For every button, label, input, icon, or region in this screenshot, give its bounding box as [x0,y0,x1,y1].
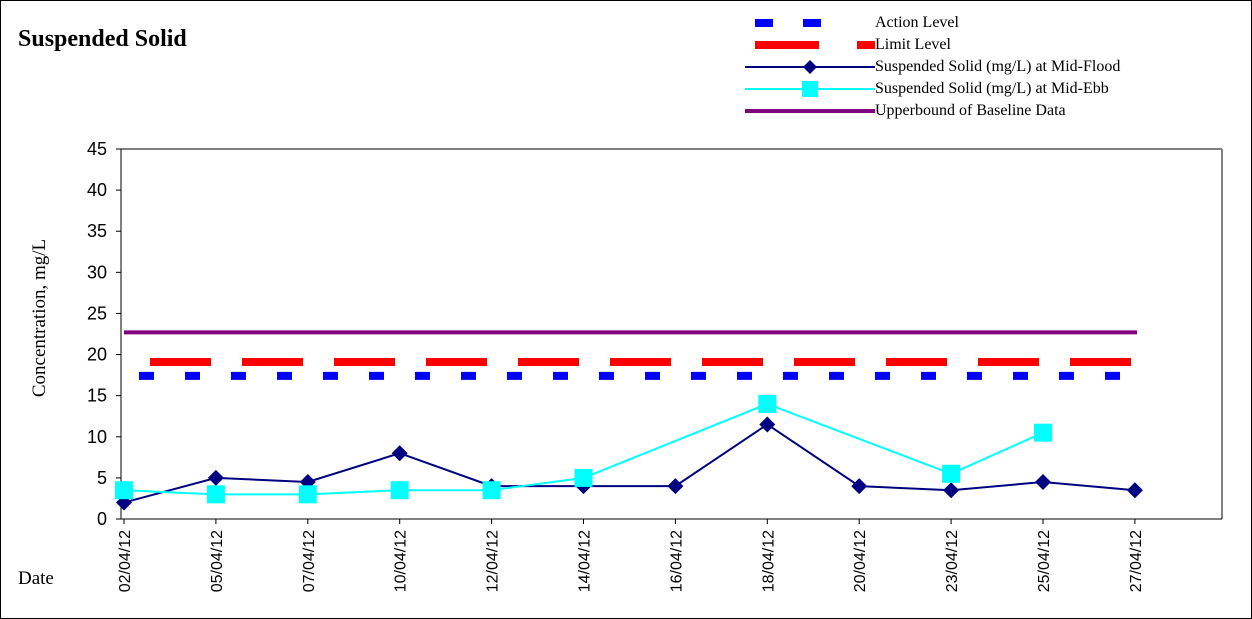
legend-label-mid-flood: Suspended Solid (mg/L) at Mid-Flood [875,58,1121,75]
y-tick-label: 0 [97,509,107,529]
x-tick-label: 12/04/12 [485,530,502,592]
series-suspended-solid-mg-l-at-mid-flood-line [123,423,1135,504]
y-tick-label: 5 [97,468,107,488]
series-suspended-solid-mg-l-at-mid-ebb-point [390,481,409,500]
x-tick-label: 18/04/12 [760,530,777,592]
x-tick-label: 05/04/12 [209,530,226,592]
legend-swatch-baseline [745,109,875,113]
legend-label-action-level: Action Level [875,14,959,31]
series-suspended-solid-mg-l-at-mid-ebb-point [1034,423,1052,442]
series-suspended-solid-mg-l-at-mid-flood-point [943,482,960,499]
legend: Action Level Limit Level Suspended Solid… [745,12,1225,122]
y-tick-label: 35 [87,221,107,241]
series-suspended-solid-mg-l-at-mid-ebb-point [574,468,593,487]
x-tick-label: 14/04/12 [577,530,594,592]
x-tick-label: 25/04/12 [1036,530,1053,592]
x-tick-label: 20/04/12 [852,530,869,592]
y-tick-label: 10 [87,427,107,447]
legend-swatch-mid-flood [745,60,875,74]
legend-item-baseline: Upperbound of Baseline Data [745,100,1225,122]
series-suspended-solid-mg-l-at-mid-ebb-point [482,481,501,500]
legend-label-baseline: Upperbound of Baseline Data [875,102,1066,119]
x-tick-label: 02/04/12 [117,530,134,592]
series-suspended-solid-mg-l-at-mid-flood-point [1035,474,1051,490]
y-tick-label: 40 [87,180,107,200]
legend-swatch-action-level [755,19,835,27]
x-axis-label: Date [18,568,54,589]
series-suspended-solid-mg-l-at-mid-flood-point [851,478,868,495]
x-tick-label: 07/04/12 [301,530,318,592]
x-tick-label: 27/04/12 [1128,530,1145,592]
chart-title: Suspended Solid [18,26,187,52]
series-suspended-solid-mg-l-at-mid-flood-point [667,478,684,495]
series-suspended-solid-mg-l-at-mid-flood-point [759,416,776,433]
series-suspended-solid-mg-l-at-mid-ebb-point [298,485,317,504]
legend-item-limit-level: Limit Level [745,34,1225,56]
y-tick-label: 15 [87,386,107,406]
series-suspended-solid-mg-l-at-mid-ebb-point [758,394,777,413]
y-tick-label: 30 [87,262,107,282]
series-suspended-solid-mg-l-at-mid-flood-point [207,469,224,486]
y-tick-label: 45 [87,139,107,159]
legend-swatch-mid-ebb [745,81,875,97]
series-suspended-solid-mg-l-at-mid-ebb-point [206,485,225,504]
series-suspended-solid-mg-l-at-mid-flood-point [1126,482,1143,499]
x-tick-label: 10/04/12 [393,530,410,592]
legend-item-mid-flood: Suspended Solid (mg/L) at Mid-Flood [745,56,1225,78]
legend-label-limit-level: Limit Level [875,36,951,53]
x-tick-label: 16/04/12 [668,530,685,592]
legend-item-mid-ebb: Suspended Solid (mg/L) at Mid-Ebb [745,78,1225,100]
legend-label-mid-ebb: Suspended Solid (mg/L) at Mid-Ebb [875,80,1109,97]
x-tick-label: 23/04/12 [944,530,961,592]
y-tick-label: 25 [87,303,107,323]
legend-item-action-level: Action Level [745,12,1225,34]
series-suspended-solid-mg-l-at-mid-flood-point [391,445,408,462]
series-suspended-solid-mg-l-at-mid-ebb-point [115,481,133,500]
y-axis-label: Concentration, mg/L [29,238,50,398]
legend-swatch-limit-level [755,41,875,49]
y-tick-label: 20 [87,345,107,365]
series-suspended-solid-mg-l-at-mid-ebb-point [942,464,961,483]
